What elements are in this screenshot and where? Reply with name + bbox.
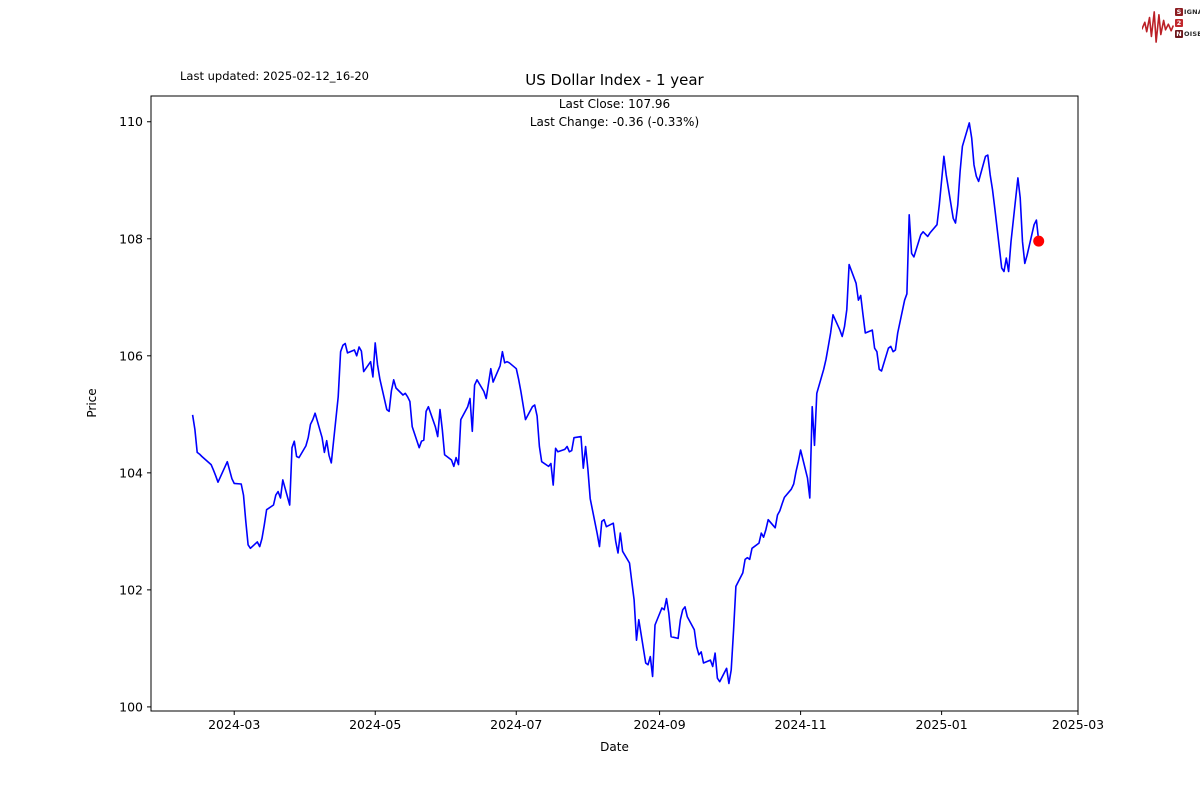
last-updated-label: Last updated: 2025-02-12_16-20 <box>180 69 369 83</box>
logo-letter-s: S <box>1175 8 1183 16</box>
x-tick-label: 2024-03 <box>208 717 260 732</box>
x-tick-label: 2024-05 <box>349 717 401 732</box>
price-line <box>191 122 1040 685</box>
logo-text-oise: OISE <box>1184 30 1200 38</box>
plot-frame <box>150 95 1079 712</box>
y-tick-label: 102 <box>119 582 143 597</box>
y-tick-label: 106 <box>119 348 143 363</box>
y-tick-label: 100 <box>119 699 143 714</box>
y-tick-label: 108 <box>119 231 143 246</box>
y-tick-label: 104 <box>119 465 143 480</box>
chart-title: US Dollar Index - 1 year <box>525 71 704 89</box>
pulse-waveform-icon <box>1142 11 1174 43</box>
x-tick-label: 2025-01 <box>915 717 967 732</box>
y-tick-label: 110 <box>119 114 143 129</box>
x-axis-label: Date <box>600 740 629 754</box>
x-tick-label: 2025-03 <box>1052 717 1104 732</box>
x-tick-label: 2024-09 <box>633 717 685 732</box>
logo-digit-2: 2 <box>1175 19 1183 27</box>
x-tick-label: 2024-07 <box>490 717 542 732</box>
chart-subtitle-last-change: Last Change: -0.36 (-0.33%) <box>529 115 700 129</box>
logo-text-ignal: IGNAL <box>1184 8 1200 16</box>
logo-letter-n: N <box>1175 30 1183 38</box>
chart-subtitle-last-close: Last Close: 107.96 <box>558 97 671 111</box>
x-tick-label: 2024-11 <box>774 717 826 732</box>
last-price-marker <box>1033 235 1045 247</box>
